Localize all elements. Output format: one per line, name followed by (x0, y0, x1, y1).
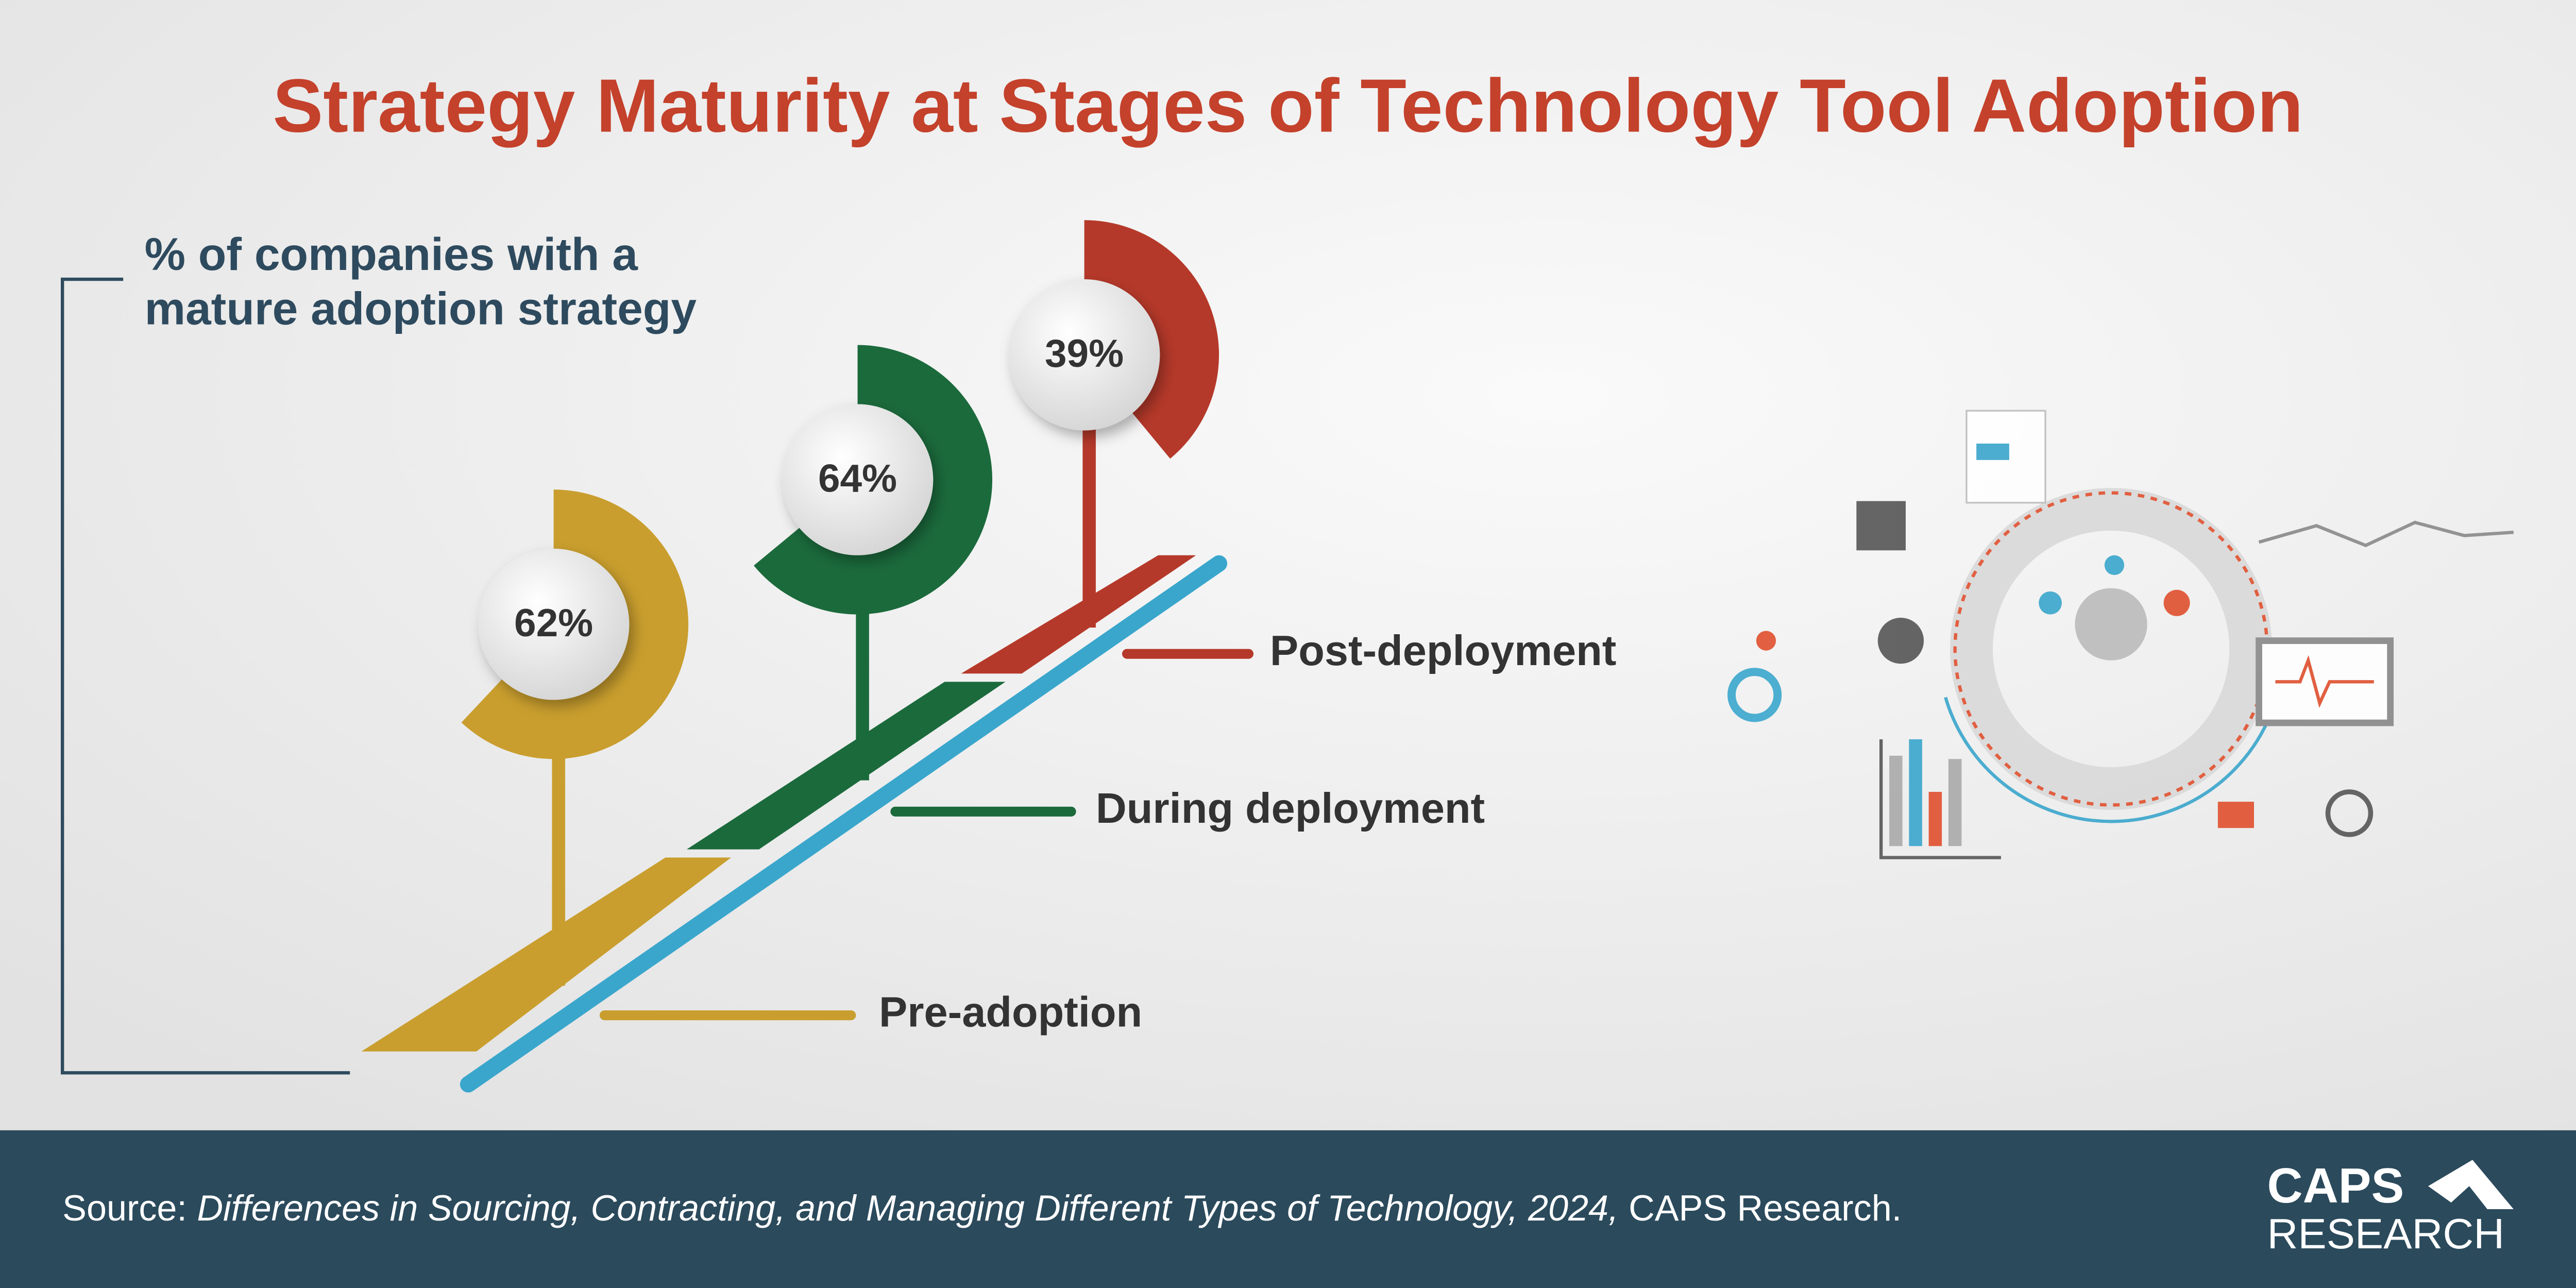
source-prefix: Source: (62, 1188, 187, 1228)
decor-bar (1889, 755, 1903, 846)
gauges: Pre-adoption 62% During deployment 64% Post-… (361, 220, 1616, 1052)
decor-cube (2217, 802, 2254, 828)
value-label: 39% (1045, 332, 1124, 376)
gauge-arc (754, 345, 993, 615)
footer-band (0, 1130, 2576, 1288)
illustration (1727, 410, 2514, 859)
category-label: Post-deployment (1270, 626, 1616, 674)
gauge-disc (478, 549, 630, 700)
decor-node (1877, 617, 1924, 664)
subtitle: % of companies with a (145, 228, 639, 280)
source-title: Differences in Sourcing, Contracting, an… (197, 1188, 1618, 1228)
decor-node (1727, 668, 1782, 722)
value-label: 62% (514, 601, 593, 645)
decor-pulse (2275, 655, 2374, 708)
decor-bar (1909, 739, 1922, 846)
decor-axis (1879, 739, 2001, 859)
category-label: Pre-adoption (879, 988, 1142, 1036)
decor-node (2163, 589, 2190, 616)
logo-text: CAPS (2267, 1158, 2404, 1213)
stage-band (361, 857, 732, 1052)
value-label: 64% (818, 457, 897, 501)
decor-chip (1856, 501, 1906, 551)
gauge-disc (1008, 279, 1160, 431)
source: Source: Differences in Sourcing, Contrac… (62, 1188, 1902, 1228)
decor-bar (1948, 759, 1962, 846)
decor-node (2104, 555, 2125, 575)
decor-bar (1928, 791, 1942, 846)
decor-line (2258, 520, 2514, 548)
subtitle: mature adoption strategy (145, 282, 697, 334)
decor-node (1756, 631, 1776, 651)
gauge-arc (1084, 220, 1219, 459)
decor-doc (1976, 443, 2009, 460)
gauge-disc (782, 404, 934, 555)
decor-node (2039, 591, 2062, 615)
title: Strategy Maturity at Stages of Technolog… (273, 64, 2303, 148)
decor-clock (2325, 789, 2374, 837)
stage-band (686, 682, 1006, 850)
logo-text: RESEARCH (2267, 1210, 2505, 1258)
decor-ring (1950, 488, 2273, 810)
gauge-arc (461, 489, 689, 759)
bracket (60, 277, 350, 1075)
stage-band (961, 555, 1196, 674)
background (0, 0, 2576, 1130)
source-suffix: CAPS Research. (1629, 1188, 1902, 1228)
category-label: During deployment (1096, 784, 1485, 832)
decor-node (2075, 588, 2147, 660)
timeline (460, 555, 1228, 1093)
logo-mountain (2428, 1160, 2514, 1209)
